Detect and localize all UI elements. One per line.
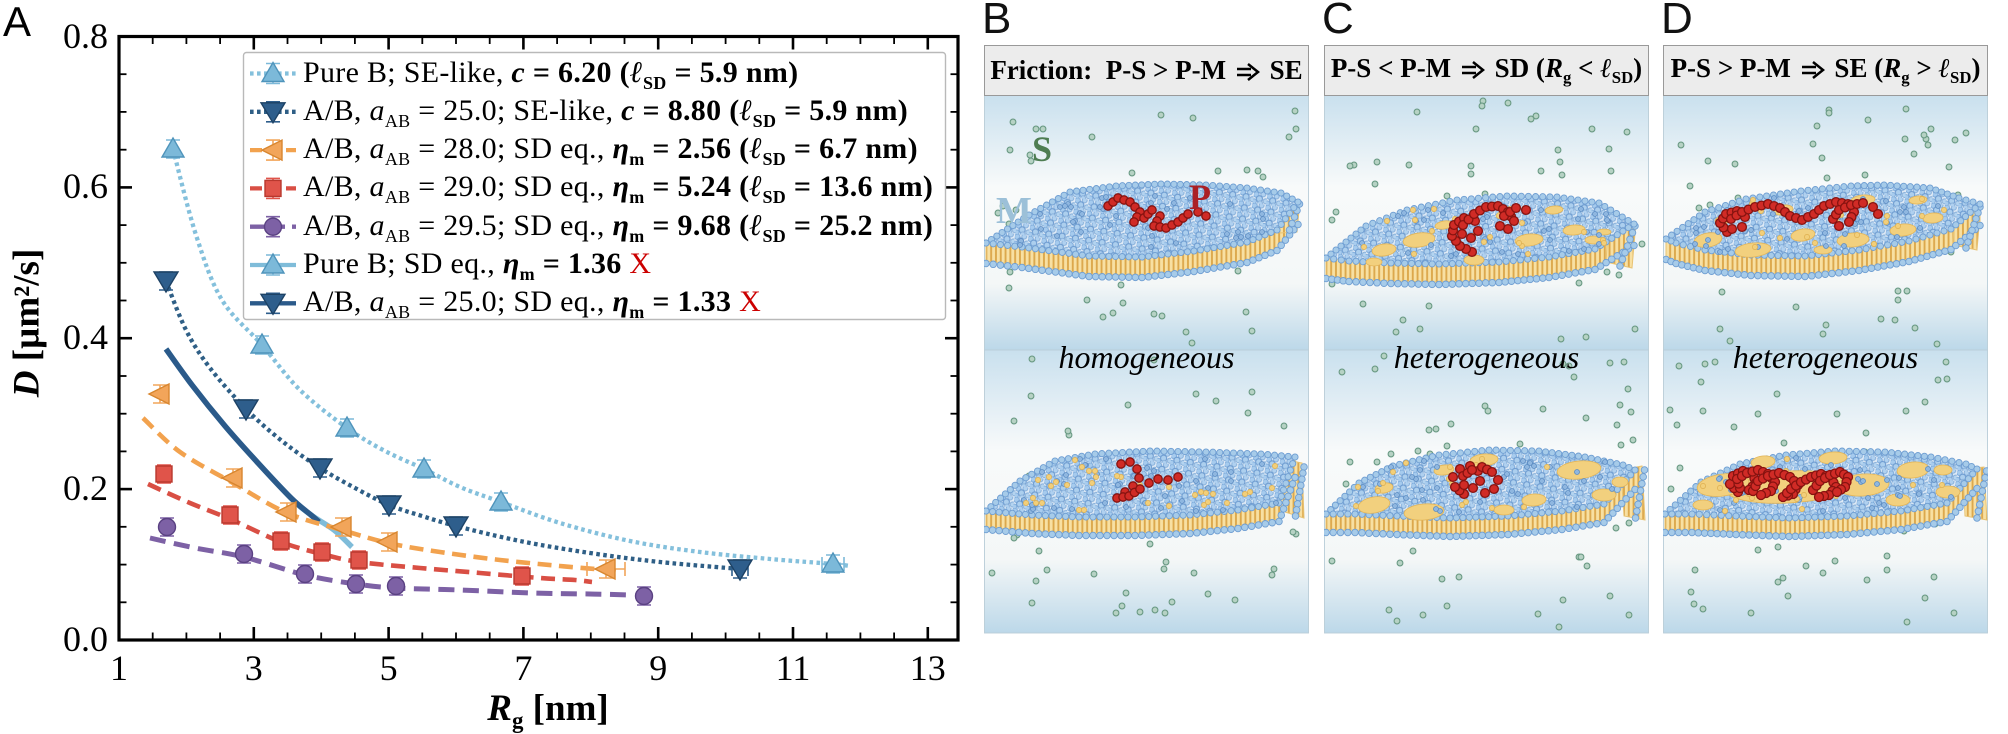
svg-text:M: M [996,190,1032,232]
svg-text:P: P [1189,177,1211,217]
svg-text:S: S [1032,129,1052,169]
